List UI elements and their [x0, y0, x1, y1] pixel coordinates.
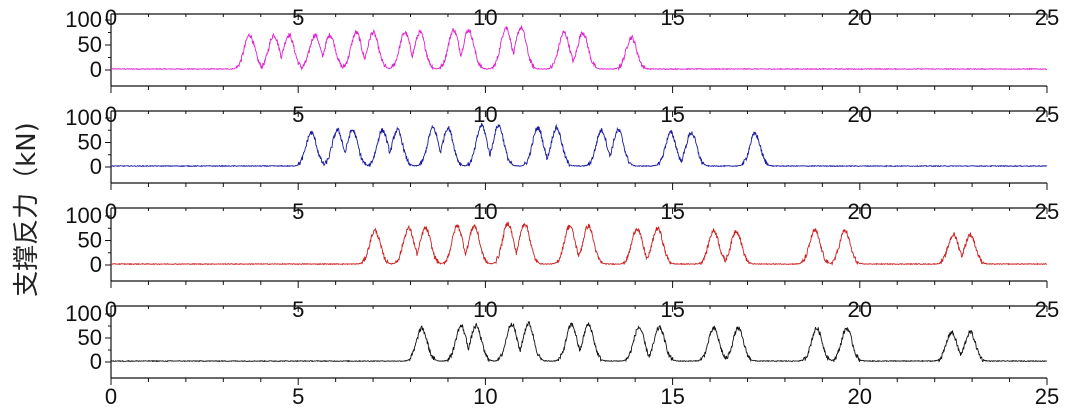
y-tick-label: 0 — [90, 57, 102, 82]
x-tick-label: 5 — [292, 199, 304, 224]
y-tick-label: 100 — [65, 105, 102, 130]
x-tick-label: 0 — [105, 5, 117, 30]
y-tick-label: 50 — [78, 228, 102, 253]
x-tick-label-bottom: 0 — [105, 384, 117, 409]
series-line-2 — [110, 122, 1048, 168]
x-tick-label: 20 — [848, 297, 872, 322]
x-tick-label: 25 — [1035, 199, 1059, 224]
x-tick-label: 0 — [105, 199, 117, 224]
x-tick-label: 15 — [660, 5, 684, 30]
y-tick-label: 100 — [65, 301, 102, 326]
x-tick-label-bottom: 15 — [660, 384, 684, 409]
series-line-4 — [110, 320, 1047, 363]
x-tick-label: 10 — [473, 199, 497, 224]
x-tick-label: 20 — [848, 5, 872, 30]
x-tick-label: 15 — [660, 199, 684, 224]
y-tick-label: 50 — [78, 130, 102, 155]
series-line-1 — [110, 25, 1048, 71]
y-tick-label: 0 — [90, 349, 102, 374]
x-tick-label: 10 — [473, 5, 497, 30]
y-tick-label: 50 — [78, 32, 102, 57]
y-tick-label: 100 — [65, 203, 102, 228]
x-tick-label: 5 — [292, 297, 304, 322]
x-tick-label: 5 — [292, 5, 304, 30]
x-tick-label: 5 — [292, 102, 304, 127]
x-tick-label: 0 — [105, 297, 117, 322]
y-tick-label: 0 — [90, 154, 102, 179]
x-tick-label: 0 — [105, 102, 117, 127]
series-line-3 — [110, 221, 1048, 267]
x-tick-label-bottom: 25 — [1035, 384, 1059, 409]
x-tick-label-bottom: 10 — [473, 384, 497, 409]
y-tick-label: 0 — [90, 252, 102, 277]
x-tick-label: 10 — [473, 102, 497, 127]
x-tick-label: 25 — [1035, 297, 1059, 322]
x-tick-label: 25 — [1035, 102, 1059, 127]
x-tick-label-bottom: 20 — [848, 384, 872, 409]
x-tick-label-bottom: 5 — [292, 384, 304, 409]
x-tick-label: 10 — [473, 297, 497, 322]
y-tick-label: 100 — [65, 7, 102, 32]
x-tick-label: 25 — [1035, 5, 1059, 30]
x-tick-label: 15 — [660, 102, 684, 127]
x-tick-label: 15 — [660, 297, 684, 322]
x-tick-label: 20 — [848, 199, 872, 224]
x-tick-label: 20 — [848, 102, 872, 127]
y-tick-label: 50 — [78, 325, 102, 350]
